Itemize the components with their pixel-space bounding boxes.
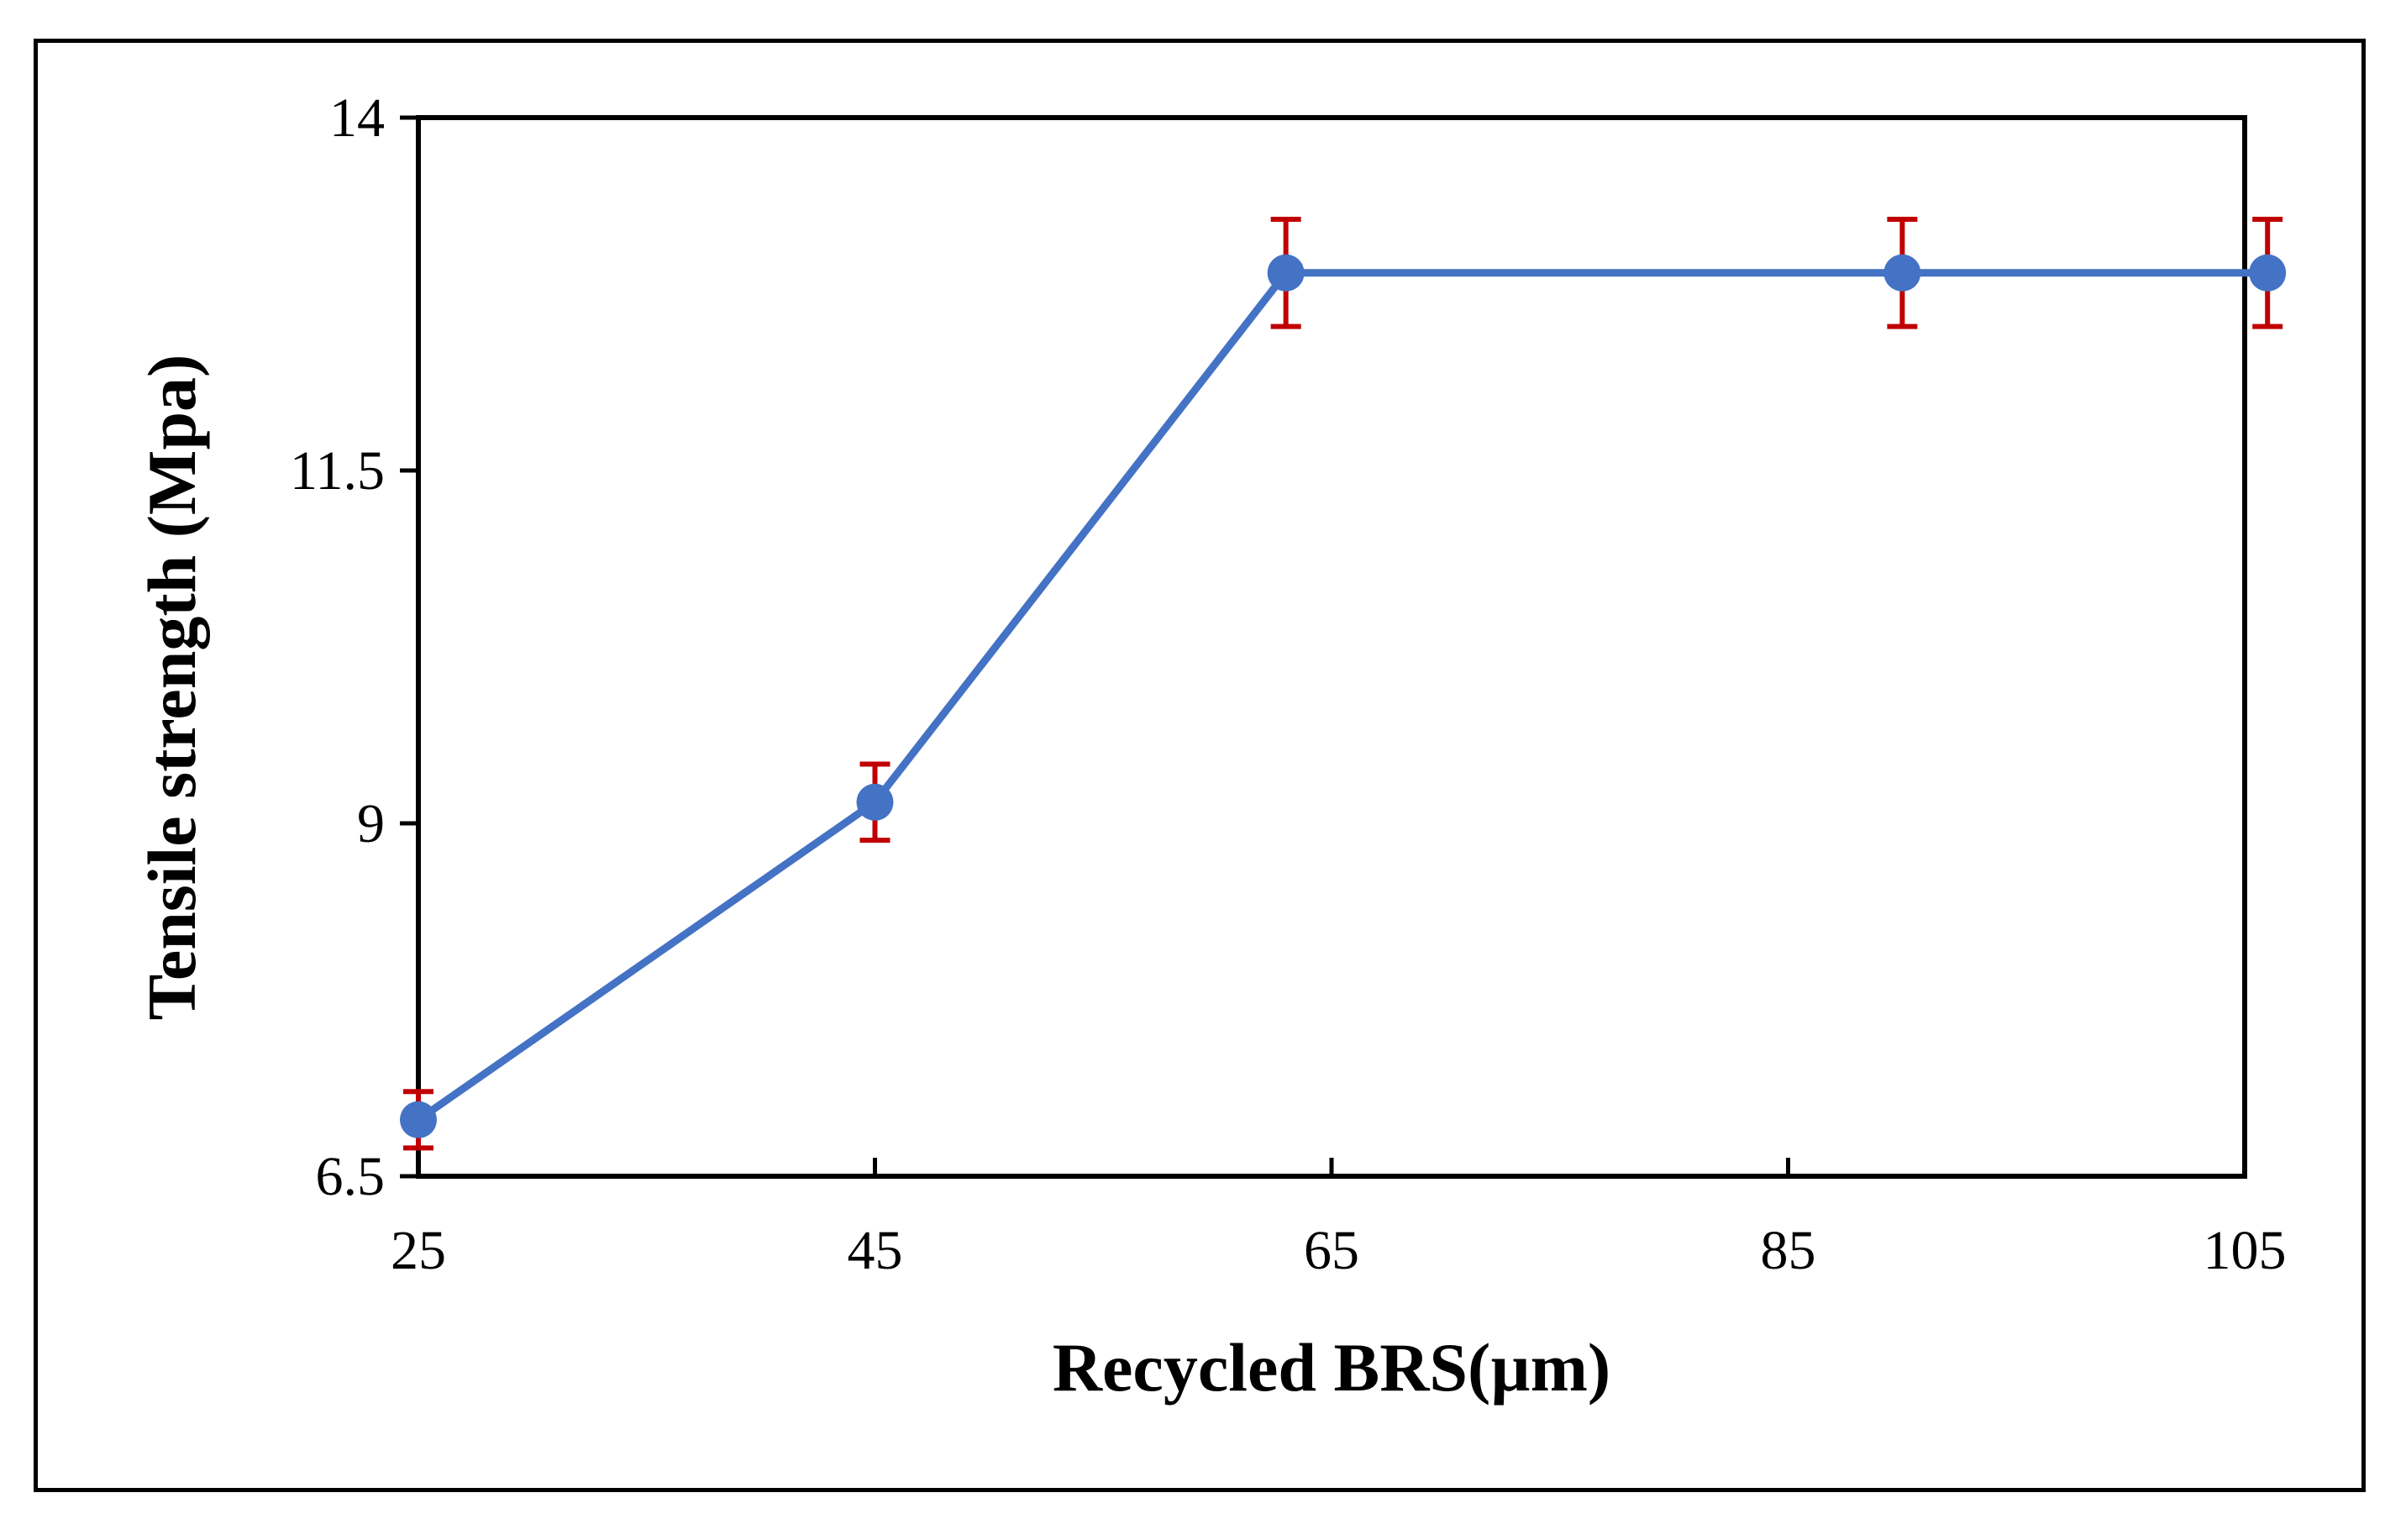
data-point <box>856 783 894 821</box>
y-tick-label: 14 <box>329 87 385 149</box>
y-axis-title: Tensile strength (Mpa) <box>134 355 210 1021</box>
y-tick-label: 9 <box>357 793 385 854</box>
data-point <box>2249 254 2287 292</box>
chart-frame <box>34 39 2366 1492</box>
y-tick-label: 11.5 <box>290 440 385 502</box>
y-tick-label: 6.5 <box>316 1146 386 1207</box>
x-tick-label: 25 <box>391 1220 446 1281</box>
x-tick-label: 105 <box>2204 1220 2287 1281</box>
x-tick-label: 45 <box>848 1220 903 1281</box>
series-line <box>416 269 2268 1123</box>
data-point <box>1267 254 1305 292</box>
x-tick-label: 85 <box>1761 1220 1816 1281</box>
x-tick-label: 65 <box>1304 1220 1359 1281</box>
x-axis-title: Recycled BRS(µm) <box>1053 1329 1610 1406</box>
data-point <box>400 1101 437 1138</box>
data-point <box>1883 254 1921 292</box>
